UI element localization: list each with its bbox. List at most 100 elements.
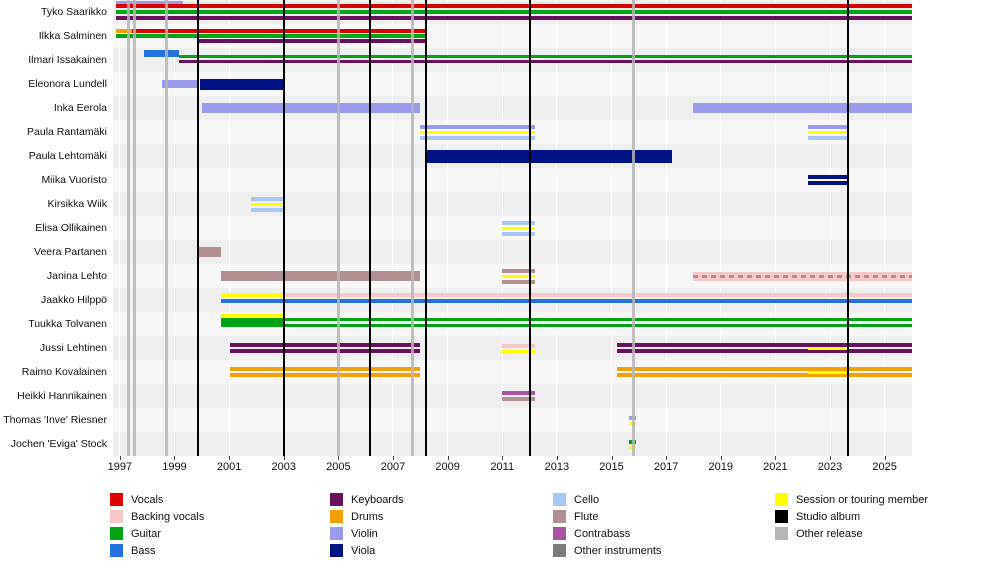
- member-label: Paula Lehtomäki: [28, 150, 107, 162]
- axis-tick-mark: [392, 456, 394, 460]
- timeline-bar: [616, 367, 912, 377]
- member-label: Janina Lehto: [46, 270, 107, 282]
- member-label: Inka Eerola: [53, 102, 107, 114]
- axis-tick-label: 2003: [271, 461, 296, 473]
- bar-stripe-bass: [220, 299, 912, 303]
- bar-stripe-session: [502, 226, 536, 230]
- bar-stripe-keyboards: [616, 349, 912, 353]
- bar-stripe-session: [420, 130, 536, 134]
- legend-item: Flute: [553, 510, 661, 523]
- grid-line: [119, 0, 121, 456]
- grid-line: [173, 0, 175, 456]
- bar-stripe-backing_vocals: [502, 343, 536, 348]
- bar-stripe-guitar: [283, 324, 912, 327]
- timeline-bar: [201, 103, 421, 113]
- timeline-bar: [808, 346, 850, 350]
- legend-swatch-cello: [553, 493, 566, 506]
- legend-swatch-other: [553, 544, 566, 557]
- member-label: Jochen 'Eviga' Stock: [10, 438, 107, 450]
- axis-tick-mark: [447, 456, 449, 460]
- other-release-line: [336, 0, 340, 456]
- axis-tick-label: 2015: [599, 461, 624, 473]
- legend-item: Bass: [110, 544, 204, 557]
- bar-stripe-keyboards: [616, 343, 912, 347]
- bar-stripe-flute: [220, 271, 421, 281]
- bar-stripe-flute: [502, 397, 536, 401]
- timeline-bar: [420, 124, 536, 140]
- legend-swatch-album_line: [775, 510, 788, 523]
- grid-line: [774, 0, 776, 456]
- timeline-bar: [230, 367, 421, 377]
- legend-item: Viola: [330, 544, 404, 557]
- bar-stripe-session: [220, 314, 284, 317]
- grid-line: [556, 0, 558, 456]
- timeline-bar: [502, 391, 536, 401]
- bar-stripe-keyboards: [178, 60, 912, 63]
- timeline-bar: [220, 271, 421, 281]
- axis-tick-mark: [283, 456, 285, 460]
- bar-stripe-viola: [808, 175, 850, 179]
- legend-swatch-flute: [553, 510, 566, 523]
- bar-stripe-session: [808, 130, 850, 134]
- other-release-line: [164, 0, 168, 456]
- bar-stripe-drums: [616, 373, 912, 377]
- bar-stripe-flute: [199, 247, 221, 257]
- timeline-bar: [178, 55, 912, 58]
- legend-column: Session or touring member Studio album Oth…: [775, 493, 928, 540]
- bar-stripe-flute: [693, 274, 912, 278]
- member-label: Eleonora Lundell: [28, 78, 107, 90]
- axis-tick-mark: [502, 456, 504, 460]
- bar-stripe-violin: [115, 1, 183, 4]
- bar-stripe-vocals: [115, 4, 912, 8]
- axis-tick-label: 1999: [162, 461, 187, 473]
- bar-stripe-violin: [420, 124, 536, 129]
- row-background: [113, 168, 912, 192]
- timeline-bar: [220, 318, 284, 327]
- legend-label: Other instruments: [574, 544, 662, 557]
- member-label: Ilmari Issakainen: [28, 54, 107, 66]
- grid-line: [829, 0, 831, 456]
- axis-tick-mark: [775, 456, 777, 460]
- studio-album-line: [368, 0, 371, 456]
- timeline-bar: [115, 4, 912, 20]
- bar-stripe-guitar: [115, 34, 426, 38]
- axis-tick-label: 2021: [763, 461, 788, 473]
- timeline-bar: [693, 274, 912, 278]
- other-release-line: [133, 0, 137, 456]
- axis-tick-label: 2009: [435, 461, 460, 473]
- timeline-bar: [197, 39, 426, 43]
- studio-album-line: [846, 0, 849, 456]
- axis-tick-mark: [720, 456, 722, 460]
- row-background: [113, 408, 912, 432]
- legend-label: Studio album: [796, 510, 861, 523]
- timeline-bar: [115, 1, 183, 4]
- member-label: Ilkka Salminen: [38, 30, 107, 42]
- legend-swatch-vocals: [110, 493, 123, 506]
- other-release-line: [631, 0, 635, 456]
- legend-swatch-violin: [330, 527, 343, 540]
- timeline-bar: [616, 343, 912, 353]
- legend-label: Contrabass: [574, 527, 631, 540]
- timeline-bar: [502, 268, 536, 284]
- grid-line: [665, 0, 667, 456]
- member-label: Raimo Kovalainen: [21, 366, 107, 378]
- axis-tick-label: 2011: [490, 461, 515, 473]
- legend-item: Other release: [775, 527, 928, 540]
- bar-stripe-session: [250, 202, 284, 206]
- legend-label: Violin: [351, 527, 378, 540]
- legend-label: Vocals: [131, 493, 164, 506]
- timeline-bar: [199, 247, 221, 257]
- legend-swatch-guitar: [110, 527, 123, 540]
- member-label: Elisa Ollikainen: [35, 222, 107, 234]
- legend-item: Drums: [330, 510, 404, 523]
- legend-label: Keyboards: [351, 493, 404, 506]
- bar-stripe-violin: [201, 103, 421, 113]
- timeline-bar: [425, 149, 672, 163]
- bar-stripe-session: [220, 293, 284, 297]
- legend-item: Guitar: [110, 527, 204, 540]
- bar-stripe-flute: [502, 279, 536, 284]
- bar-stripe-cello: [420, 135, 536, 140]
- timeline-bar: [283, 318, 912, 321]
- member-label: Miika Vuoristo: [41, 174, 107, 186]
